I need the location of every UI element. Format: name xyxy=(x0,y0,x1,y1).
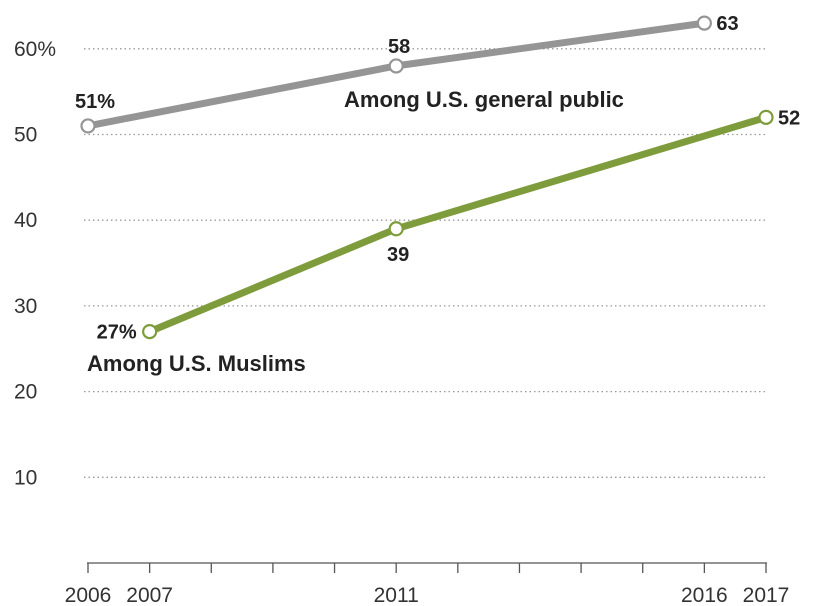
x-tick-label: 2007 xyxy=(126,584,173,606)
series-line-1 xyxy=(146,113,770,336)
y-tick-label: 10 xyxy=(14,466,37,489)
data-point xyxy=(142,324,158,340)
x-tick-label: 2011 xyxy=(374,584,419,606)
data-label: 58 xyxy=(388,36,410,58)
data-point xyxy=(696,15,712,31)
data-label: 27% xyxy=(97,322,137,344)
data-label: 52 xyxy=(778,107,800,129)
data-point xyxy=(388,58,404,74)
data-label: 39 xyxy=(387,244,409,266)
y-tick-label: 50 xyxy=(14,124,37,147)
data-label: 63 xyxy=(716,13,738,35)
y-tick-label: 30 xyxy=(14,295,37,318)
y-tick-label: 20 xyxy=(14,381,37,404)
y-tick-label: 60% xyxy=(14,38,56,61)
series-label-muslims: Among U.S. Muslims xyxy=(87,351,306,376)
x-tick-label: 2016 xyxy=(681,584,728,606)
x-tick-label: 2006 xyxy=(65,584,112,606)
gridlines xyxy=(84,48,768,478)
data-point xyxy=(758,109,774,125)
data-point xyxy=(80,118,96,134)
y-tick-label: 40 xyxy=(14,209,37,232)
x-axis xyxy=(87,562,767,573)
data-labels: 51% 58 63 27% 39 52 Among U.S. general public A… xyxy=(75,13,800,376)
data-label: 51% xyxy=(75,91,115,113)
series-lines xyxy=(80,15,774,340)
data-point xyxy=(388,221,404,237)
x-tick-labels: 2006 2007 2011 2016 2017 xyxy=(65,584,790,606)
x-tick-label: 2017 xyxy=(743,584,790,606)
y-tick-labels: 10 20 30 40 50 60% xyxy=(14,38,56,489)
series-label-general-public: Among U.S. general public xyxy=(344,87,624,112)
